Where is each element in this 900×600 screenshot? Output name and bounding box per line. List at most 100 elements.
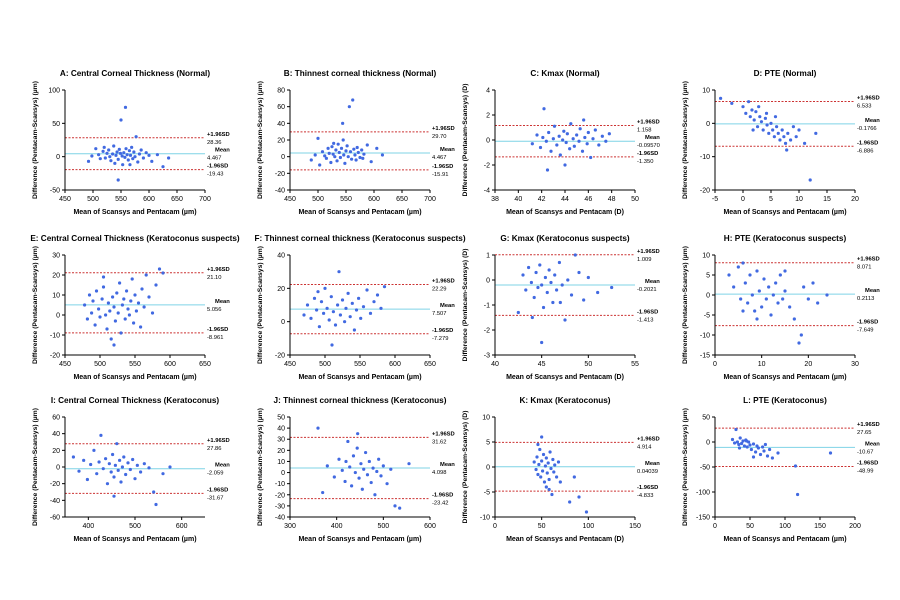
mean-label: Mean [440, 303, 455, 309]
data-point [329, 295, 333, 299]
mean-label: Mean [865, 288, 880, 294]
y-tick-label: -60 [50, 515, 60, 522]
y-tick-label: 0 [281, 319, 285, 326]
x-tick-label: 600 [164, 361, 176, 368]
x-tick-label: 0 [741, 196, 745, 203]
chart-panel-h: H: PTE (Keratoconus suspects) Mean of Sca… [682, 234, 880, 381]
data-point [124, 472, 128, 477]
mean-value: -10.67 [857, 449, 873, 455]
lower-limit-value: -8.961 [207, 335, 223, 341]
chart-title: K: Kmax (Keratoconus) [520, 396, 611, 405]
data-point [547, 130, 551, 135]
y-tick-label: 20 [52, 448, 60, 455]
data-point [565, 132, 569, 136]
y-tick-label: -150 [696, 515, 710, 522]
upper-limit-label: +1.96SD [207, 267, 230, 273]
y-axis-label: Difference (Pentacam-Scansys) (D) [462, 84, 469, 197]
data-point [356, 432, 360, 436]
data-point [553, 273, 557, 277]
data-point [90, 154, 94, 158]
upper-limit-value: 21.10 [207, 275, 222, 281]
x-axis-label: Mean of Scansys and Pentacam (µm) [723, 374, 846, 381]
data-point [358, 155, 362, 160]
data-point [132, 150, 136, 154]
data-point [541, 452, 546, 457]
data-point [547, 487, 551, 492]
data-point [362, 152, 366, 156]
data-point [593, 128, 597, 132]
data-point [375, 469, 379, 474]
data-point [781, 297, 785, 301]
y-tick-label: -4 [484, 188, 490, 195]
data-point [94, 147, 98, 151]
x-tick-label: 10 [795, 196, 803, 203]
x-tick-label: 100 [582, 523, 594, 530]
chart-panel-a: A: Central Corneal Thickness (Normal) Mea… [32, 69, 230, 216]
data-point [360, 148, 364, 152]
data-point [332, 475, 336, 479]
data-point [344, 306, 348, 310]
data-point [142, 305, 146, 309]
data-point [350, 157, 354, 161]
data-point [82, 458, 86, 462]
data-point [357, 476, 361, 480]
data-point [309, 158, 313, 162]
data-point [529, 280, 534, 285]
data-point [104, 457, 108, 461]
data-point [313, 153, 317, 157]
data-point [736, 265, 740, 269]
lower-limit-value: -23.42 [432, 501, 448, 507]
data-point [778, 138, 782, 142]
x-tick-label: 10 [758, 361, 766, 368]
x-tick-label: 500 [377, 523, 389, 530]
data-point [582, 118, 586, 122]
data-point [140, 287, 144, 291]
x-tick-label: 0 [713, 361, 717, 368]
data-point [113, 463, 117, 467]
data-point [582, 298, 586, 302]
data-point [577, 495, 581, 499]
chart-panel-e: E: Central Corneal Thickness (Keratoconu… [30, 234, 240, 381]
x-axis-label: Mean of Scansys and Pentacam (µm) [73, 209, 196, 216]
upper-limit-label: +1.96SD [432, 431, 455, 437]
data-point [544, 139, 548, 143]
y-tick-label: 0 [486, 278, 490, 285]
data-point [325, 464, 329, 468]
lower-limit-label: -1.96SD [637, 485, 658, 491]
data-point [381, 464, 385, 468]
data-point [108, 309, 112, 313]
x-tick-label: 150 [814, 523, 826, 530]
data-point [114, 153, 118, 157]
y-axis-label: Difference (Pentacam-Scansys) (µm) [257, 408, 264, 526]
upper-limit-label: +1.96SD [637, 120, 660, 126]
data-point [116, 157, 120, 161]
x-tick-label: 50 [538, 523, 546, 530]
data-point [789, 138, 793, 142]
data-point [124, 147, 128, 151]
upper-limit-value: 31.62 [432, 439, 447, 445]
data-point [771, 293, 775, 297]
y-tick-label: 30 [52, 253, 60, 260]
data-point [322, 311, 326, 315]
x-tick-label: 650 [396, 196, 408, 203]
data-point [119, 480, 123, 484]
x-tick-label: 650 [171, 196, 183, 203]
x-tick-label: 400 [82, 523, 94, 530]
data-point [767, 131, 771, 135]
x-tick-label: 15 [823, 196, 831, 203]
x-tick-label: 50 [584, 361, 592, 368]
mean-label: Mean [440, 462, 455, 468]
data-point [157, 267, 162, 271]
data-point [769, 313, 773, 317]
data-point [555, 288, 559, 292]
data-point [116, 178, 120, 182]
data-point [586, 275, 590, 280]
y-axis-label: Difference (Pentacam-Scansys) (µm) [682, 81, 689, 199]
data-point [607, 132, 611, 136]
data-point [123, 317, 127, 321]
data-point [740, 441, 744, 446]
data-point [127, 149, 131, 153]
data-point [562, 129, 566, 133]
y-tick-label: 20 [277, 138, 285, 145]
y-tick-label: 2 [486, 113, 490, 120]
